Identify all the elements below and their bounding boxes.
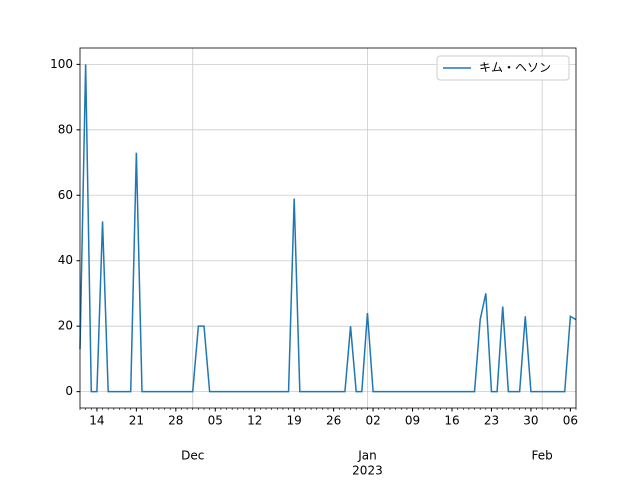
legend-box [436,55,570,81]
x-tick-label: 26 [326,414,341,428]
y-tick-label: 100 [50,57,73,71]
y-tick-label: 20 [58,319,73,333]
y-tick-label: 40 [58,253,73,267]
y-tick-label: 0 [65,384,73,398]
x-tick-label: 19 [287,414,302,428]
x-year-label: 2023 [352,464,383,478]
y-tick-label: 60 [58,188,73,202]
x-tick-label: 02 [365,414,380,428]
legend-label: キム・ヘソン [479,61,551,75]
y-tick-label: 80 [58,122,73,136]
plot-frame [79,47,577,409]
line [79,64,577,393]
x-tick-label: 16 [444,414,459,428]
x-tick-label: 23 [484,414,499,428]
x-tick-label: 21 [129,414,144,428]
x-tick-label: 05 [208,414,223,428]
x-tick-label: 09 [405,414,420,428]
x-month-label: Dec [181,449,204,463]
x-tick-label: 30 [523,414,538,428]
x-month-label: Feb [532,449,553,463]
x-tick-label: 14 [89,414,104,428]
x-tick-label: 06 [563,414,578,428]
x-tick-label: 12 [247,414,262,428]
x-month-label: Jan [357,449,377,463]
x-tick-label: 28 [168,414,183,428]
